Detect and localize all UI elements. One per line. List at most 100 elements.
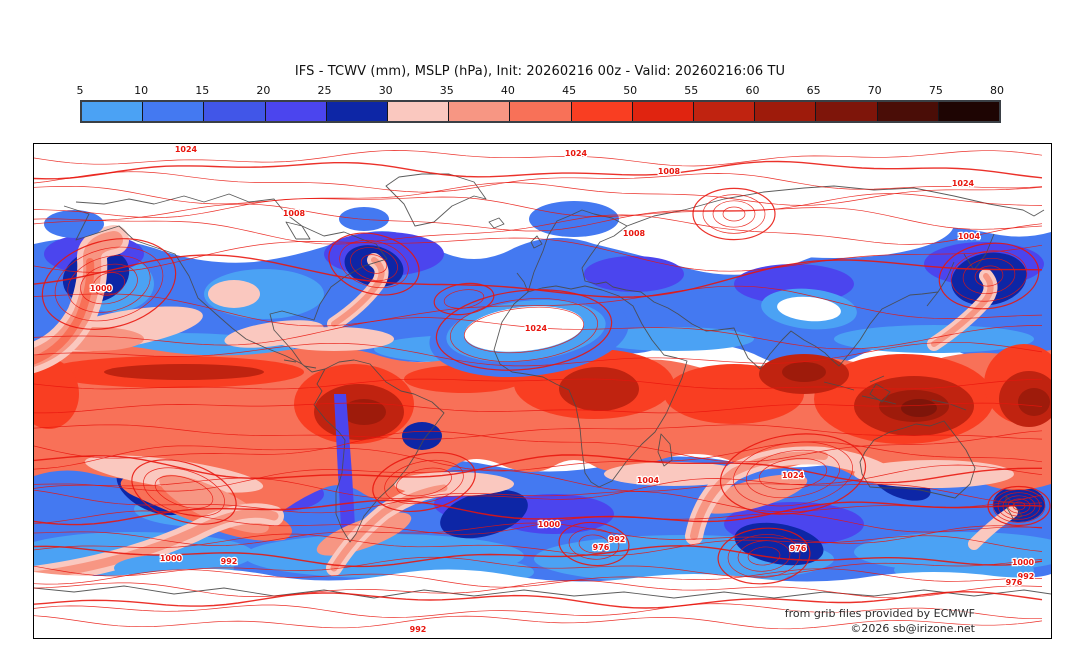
isobar bbox=[34, 182, 1043, 206]
pressure-label: 1008 bbox=[283, 209, 306, 218]
isobar bbox=[34, 556, 1043, 578]
pressure-label: 1024 bbox=[565, 149, 588, 158]
pressure-label: 1024 bbox=[525, 324, 548, 333]
isobar bbox=[34, 568, 1043, 588]
isobar bbox=[733, 441, 853, 507]
isobar bbox=[131, 459, 237, 525]
colorbar-segment bbox=[265, 102, 327, 121]
isobar bbox=[54, 246, 164, 322]
isobar bbox=[92, 272, 126, 296]
isobar bbox=[719, 433, 867, 515]
isobar bbox=[449, 298, 599, 362]
colorbar-tick: 40 bbox=[500, 84, 515, 97]
isobar bbox=[34, 615, 1043, 630]
pressure-label: 1008 bbox=[623, 229, 646, 238]
isobar bbox=[41, 238, 177, 330]
colorbar-tick: 25 bbox=[317, 84, 332, 97]
colorbar-tick: 20 bbox=[256, 84, 271, 97]
pressure-label: 1024 bbox=[175, 145, 198, 154]
isobar bbox=[745, 449, 841, 499]
colorbar-tick: 50 bbox=[623, 84, 638, 97]
colorbar bbox=[80, 100, 1001, 123]
isobar bbox=[34, 171, 1043, 193]
isobar bbox=[962, 258, 1016, 294]
pressure-label: 992 bbox=[410, 625, 427, 634]
isobar bbox=[34, 150, 1043, 167]
colorbar-segment bbox=[694, 102, 756, 121]
colorbar-segment bbox=[632, 102, 695, 121]
colorbar-segment bbox=[816, 102, 878, 121]
isobar bbox=[34, 341, 1043, 367]
isobar bbox=[34, 499, 1043, 526]
isobar bbox=[360, 254, 388, 274]
isobar bbox=[34, 317, 1043, 350]
isobar bbox=[34, 430, 1043, 463]
isobar bbox=[328, 232, 420, 296]
colorbar-tick: 75 bbox=[928, 84, 943, 97]
isobar bbox=[34, 591, 1043, 609]
colorbar-tick: 10 bbox=[134, 84, 149, 97]
isobar bbox=[34, 160, 1043, 180]
pressure-label: 1000 bbox=[538, 520, 561, 529]
pressure-label: 1024 bbox=[782, 471, 805, 480]
mslp-labels: 1024 1024 1008 1008 1008 1024 1004 1000 1024 1004… bbox=[89, 144, 1036, 635]
isobar bbox=[578, 534, 610, 554]
colorbar-segment bbox=[755, 102, 817, 121]
isobar bbox=[702, 194, 766, 234]
pressure-label: 1000 bbox=[1012, 558, 1035, 567]
isobar bbox=[34, 477, 1043, 504]
colorbar-tick: 70 bbox=[867, 84, 882, 97]
isobar bbox=[758, 458, 828, 490]
colorbar-segment bbox=[326, 102, 389, 121]
isobar bbox=[568, 528, 620, 560]
colorbar-tick: 15 bbox=[195, 84, 210, 97]
colorbar-segment bbox=[938, 102, 1000, 121]
isobar bbox=[692, 187, 776, 241]
isobar bbox=[34, 441, 1043, 472]
isobar bbox=[34, 533, 1043, 556]
isobar bbox=[997, 492, 1041, 520]
colorbar-tick: 60 bbox=[745, 84, 760, 97]
isobar bbox=[34, 193, 1043, 219]
colorbar-segment bbox=[204, 102, 266, 121]
isobar bbox=[34, 454, 1042, 484]
colorbar-segment bbox=[143, 102, 205, 121]
isobar bbox=[1002, 495, 1036, 517]
isobar bbox=[34, 237, 1043, 273]
pressure-label: 1004 bbox=[637, 476, 660, 485]
isobar bbox=[384, 459, 464, 505]
colorbar-tick: 55 bbox=[684, 84, 699, 97]
credit-source: from grib files provided by ECMWF bbox=[784, 607, 975, 620]
colorbar-tick-row: 5 10 15 20 25 30 35 40 45 50 55 60 65 70 75 80 bbox=[77, 84, 1005, 98]
colorbar-segment bbox=[571, 102, 633, 121]
isobar bbox=[34, 402, 1043, 414]
isobar bbox=[80, 263, 138, 305]
colorbar-tick: 35 bbox=[439, 84, 454, 97]
colorbar-segment bbox=[82, 102, 144, 121]
colorbar-tick: 45 bbox=[562, 84, 577, 97]
pressure-label: 1024 bbox=[952, 179, 975, 188]
mslp-contours bbox=[34, 150, 1051, 630]
isobar bbox=[34, 285, 1043, 327]
colorbar-segment bbox=[388, 102, 450, 121]
isobar bbox=[34, 203, 1043, 232]
isobar bbox=[396, 467, 452, 497]
isobar bbox=[950, 250, 1028, 302]
pressure-label: 1000 bbox=[90, 284, 113, 293]
isobar bbox=[435, 289, 613, 371]
pressure-label: 976 bbox=[593, 543, 610, 552]
isobar bbox=[34, 510, 1043, 535]
isobar bbox=[154, 475, 214, 509]
colorbar-tick: 65 bbox=[806, 84, 821, 97]
isobar bbox=[1007, 498, 1031, 514]
colorbar-tick: 80 bbox=[990, 84, 1004, 97]
pressure-label: 976 bbox=[1006, 578, 1023, 587]
isobar bbox=[34, 522, 1043, 546]
isobar bbox=[974, 265, 1004, 287]
isobar bbox=[143, 467, 225, 517]
pressure-label: 1008 bbox=[658, 167, 681, 176]
pressure-label: 992 bbox=[221, 557, 238, 566]
isobar bbox=[34, 424, 1043, 440]
pressure-label: 1000 bbox=[160, 554, 183, 563]
